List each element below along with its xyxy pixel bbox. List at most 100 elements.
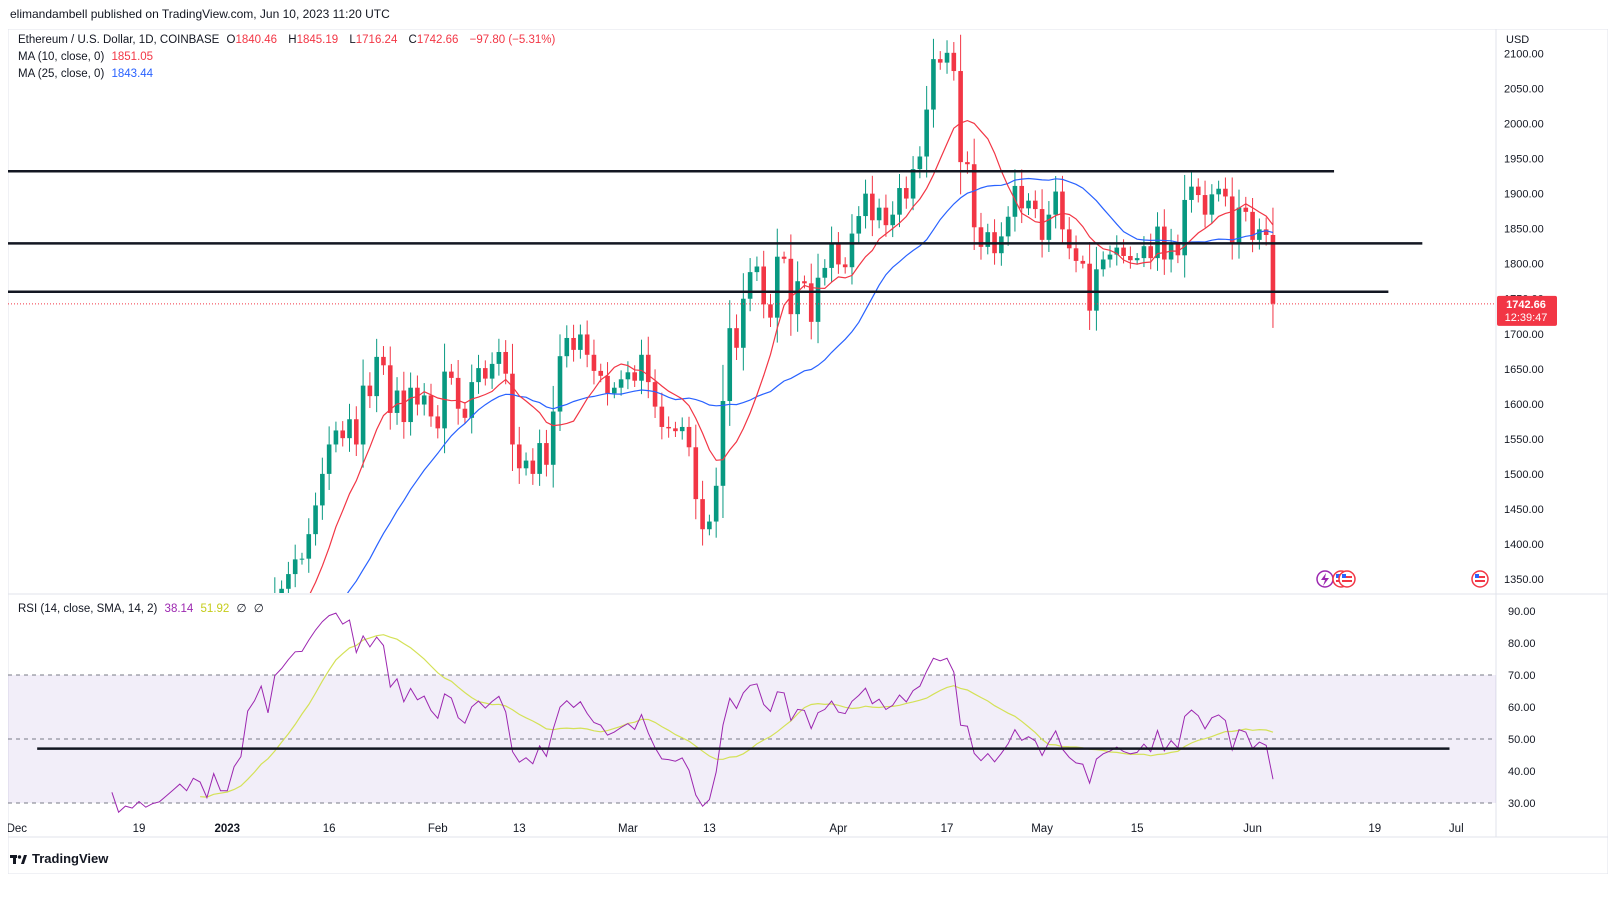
ma10-value: 1851.05 (111, 51, 154, 63)
candle-body (639, 354, 644, 381)
rsi-axis-tick: 70.00 (1508, 670, 1536, 682)
candle-body (883, 207, 889, 226)
open-value: 1840.46 (235, 34, 278, 46)
candle-body (707, 521, 712, 530)
candle-body (544, 443, 549, 465)
symbol-title[interactable]: Ethereum / U.S. Dollar, 1D, COINBASE (18, 34, 220, 46)
chart-frame[interactable]: USD 1350.00 1400.00 1450.00 1500.00 1550.00 16… (8, 29, 1608, 874)
chart-canvas[interactable]: USD1350.001400.001450.001500.001550.0016… (8, 29, 1608, 874)
candle-body (836, 242, 841, 265)
high-value: 1845.19 (296, 34, 339, 46)
candle-body (354, 419, 359, 445)
rsi-legend[interactable]: RSI (14, close, SMA, 14, 2) 38.14 51.92 … (18, 601, 268, 615)
candle-body (795, 281, 800, 315)
rsi-sma-value: 51.92 (200, 603, 230, 615)
candle-body (1033, 200, 1038, 210)
low-value: 1716.24 (355, 34, 398, 46)
candle-body (347, 419, 352, 439)
candle-body (455, 377, 461, 409)
rsi-value: 38.14 (164, 603, 194, 615)
candle-body (1107, 254, 1113, 260)
candle-body (802, 281, 807, 284)
rsi-axis-tick: 40.00 (1508, 766, 1536, 778)
price-axis-tick: 1700.00 (1504, 329, 1544, 341)
candle-body (1026, 200, 1031, 209)
event-us-flag-icon-canton (1336, 574, 1340, 578)
candle-body (856, 216, 862, 234)
rsi-axis-tick: 80.00 (1508, 638, 1536, 650)
candle-body (449, 371, 454, 378)
rsi-line (111, 612, 1274, 814)
candle-body (1263, 229, 1269, 235)
candle-body (951, 52, 957, 72)
candle-body (1182, 199, 1187, 256)
candle-body (1148, 246, 1154, 259)
price-axis-tick: 1500.00 (1504, 469, 1544, 481)
price-axis-tick: 1800.00 (1504, 259, 1544, 271)
price-axis-tick: 2050.00 (1504, 84, 1544, 96)
rsi-axis-tick: 60.00 (1508, 702, 1536, 714)
tradingview-brand[interactable]: TradingView (10, 851, 108, 866)
candle-body (693, 447, 699, 500)
candle-body (340, 430, 346, 439)
ma25-label: MA (25, close, 0) (18, 68, 105, 80)
candle-body (550, 411, 556, 465)
price-axis-tick: 1450.00 (1504, 504, 1544, 516)
candle-body (82, 634, 87, 640)
publisher-caption: elimandambell published on TradingView.c… (10, 7, 390, 21)
event-us-flag-icon-2-stripe (1342, 576, 1352, 578)
candle-body (666, 426, 671, 429)
price-axis-tick: 1850.00 (1504, 224, 1544, 236)
candle-body (523, 460, 529, 469)
candle-body (394, 390, 400, 413)
candle-body (69, 636, 74, 639)
candle-body (924, 109, 929, 157)
candle-body (55, 641, 60, 648)
candle-body (435, 416, 441, 429)
ma10-legend[interactable]: MA (10, close, 0) 1851.05 (18, 51, 157, 63)
candle-body (198, 669, 203, 671)
close-label: C (408, 34, 417, 46)
candle-body (489, 363, 495, 379)
candle-body (1223, 188, 1228, 197)
candle-body (1128, 256, 1133, 261)
candle-body (578, 334, 583, 350)
candle-body (937, 59, 943, 63)
candle-body (42, 634, 47, 640)
candle-body (829, 242, 834, 268)
candle-body (48, 634, 53, 647)
rsi-extra-value-1: ∅ (236, 603, 247, 615)
candle-body (700, 499, 705, 530)
candle-body (679, 426, 685, 432)
rsi-extra-value-2: ∅ (253, 603, 264, 615)
candle-body (401, 390, 407, 423)
candle-body (292, 559, 298, 575)
time-axis-tick: Dec (8, 823, 27, 835)
candle-body (910, 169, 916, 199)
ma25-legend[interactable]: MA (25, close, 0) 1843.44 (18, 68, 157, 80)
price-axis-unit: USD (1506, 34, 1529, 46)
time-axis-tick: 19 (1368, 823, 1381, 835)
time-axis-tick: 19 (133, 823, 146, 835)
candle-body (571, 337, 576, 350)
candle-body (842, 264, 848, 268)
rsi-axis-tick: 50.00 (1508, 734, 1536, 746)
candle-body (462, 408, 468, 418)
candle-body (768, 304, 773, 318)
candle-body (110, 648, 115, 655)
candle-body (1012, 185, 1018, 217)
tradingview-logo-icon (10, 854, 27, 864)
candle-body (503, 351, 508, 374)
price-axis-tick: 1550.00 (1504, 434, 1544, 446)
rsi-label: RSI (14, close, SMA, 14, 2) (18, 603, 158, 615)
candle-body (259, 625, 264, 638)
candle-body (239, 671, 244, 675)
price-pane[interactable] (15, 34, 1276, 696)
candle-body (1019, 185, 1025, 209)
candle-body (1100, 259, 1106, 270)
candle-body (632, 372, 637, 381)
ma25-value: 1843.44 (111, 68, 154, 80)
open-label: O (226, 34, 236, 46)
candle-body (1257, 229, 1262, 240)
candle-body (191, 669, 196, 673)
